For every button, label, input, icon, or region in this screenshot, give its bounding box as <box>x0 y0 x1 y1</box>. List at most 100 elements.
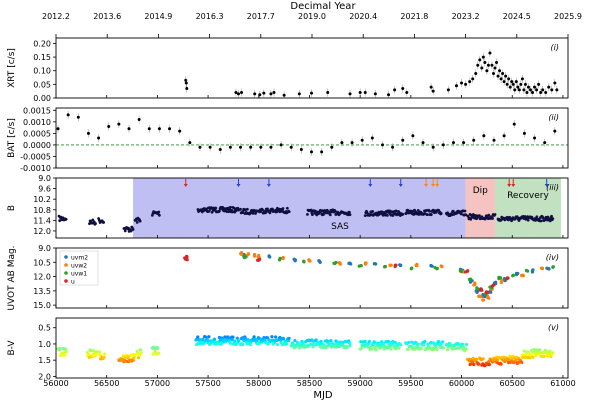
data-point <box>476 63 480 67</box>
data-point <box>97 136 101 140</box>
panel-frame <box>55 177 569 239</box>
data-point <box>348 92 352 96</box>
bv-point <box>526 350 531 354</box>
y-tick-label: 2.0 <box>38 372 51 381</box>
uvot-point-uvm2 <box>373 262 377 266</box>
bv-point <box>397 346 401 350</box>
legend-marker-u <box>64 279 68 283</box>
bv-point <box>282 337 286 341</box>
bv-point <box>394 347 398 351</box>
uvot-point-uvm2 <box>349 262 353 266</box>
uvot-point-uvw1 <box>525 269 529 273</box>
b-mag-point <box>551 217 555 221</box>
top-tick-label: 2016.3 <box>196 12 224 21</box>
marker-arrow-head <box>236 184 241 187</box>
bv-point <box>206 339 210 343</box>
data-point <box>502 134 506 138</box>
bv-point <box>252 335 256 339</box>
bottom-tick-label: 56000 <box>43 379 68 388</box>
bv-point <box>89 349 93 353</box>
bv-point <box>520 360 524 365</box>
bottom-tick-label: 58000 <box>246 379 271 388</box>
b-mag-point <box>464 213 467 217</box>
bv-point <box>156 351 160 355</box>
bv-point <box>423 339 427 344</box>
data-point <box>405 91 409 95</box>
data-point <box>495 61 499 65</box>
data-point <box>539 91 543 95</box>
bv-point <box>529 353 533 357</box>
panel-tag: (ii) <box>548 113 559 122</box>
data-point <box>370 136 374 140</box>
bv-point <box>435 347 439 352</box>
y-tick-label: 10.2 <box>33 195 51 204</box>
panel-frame <box>55 37 569 99</box>
bv-point <box>551 351 555 355</box>
top-axis-ticks: 2012.2 2013.6 2014.9 2016.3 2017.7 2019.0 2020… <box>42 12 582 38</box>
data-point <box>249 145 253 149</box>
b-mag-point <box>158 213 161 217</box>
bv-point <box>407 340 411 345</box>
b-mag-point <box>541 216 545 220</box>
panel-2: -0.0010 -0.0005 0.0000 0.0005 0.0010 0.0015 (i… <box>7 106 569 173</box>
data-point <box>533 85 537 89</box>
bv-point <box>217 342 221 346</box>
y-tick-label: -0.0005 <box>20 152 51 161</box>
panel-1: 0.00 0.05 0.10 0.15 0.20 (i) XRT [c/s] <box>7 37 569 103</box>
bv-point <box>434 345 438 349</box>
bv-point <box>311 345 315 349</box>
bv-point <box>345 345 349 349</box>
panel-plot-area <box>56 110 568 156</box>
top-tick-label: 2019.0 <box>298 12 326 21</box>
b-mag-point <box>64 217 68 221</box>
data-point <box>462 141 466 145</box>
b-mag-point <box>491 217 494 220</box>
data-point <box>272 91 276 95</box>
panel-plot-area <box>183 250 555 302</box>
data-point <box>358 91 362 95</box>
bottom-tick-label: 61000 <box>550 379 575 388</box>
bv-point <box>341 343 345 347</box>
bv-point <box>439 342 443 346</box>
bv-point <box>227 336 231 340</box>
bottom-axis-ticks: 56000 56500 57000 57500 58000 58500 59000 59500… <box>43 379 575 388</box>
data-point <box>178 129 182 133</box>
bv-point <box>270 335 274 339</box>
uvot-point-uvw2 <box>281 256 285 260</box>
data-point <box>496 74 500 78</box>
bv-point <box>441 340 445 344</box>
panel-frame <box>55 107 569 169</box>
data-point <box>446 88 450 92</box>
data-point <box>240 91 244 95</box>
bv-point <box>63 353 67 357</box>
uvot-point-uvw1 <box>242 254 247 258</box>
bv-point <box>367 339 371 344</box>
legend-marker-uvw1 <box>64 271 68 275</box>
data-point <box>543 141 547 145</box>
bv-point <box>416 342 420 346</box>
b-mag-point <box>287 210 291 214</box>
uvot-point-uvw1 <box>302 259 306 263</box>
data-point <box>279 143 283 147</box>
uvot-point-uvw1 <box>468 277 472 282</box>
data-point <box>309 150 313 154</box>
marker-arrow-head <box>398 184 403 187</box>
uvot-point-uvm2 <box>293 258 298 262</box>
b-mag-point <box>91 218 95 222</box>
marker-arrow-head <box>544 184 549 187</box>
y-tick-label: 0.20 <box>33 39 51 48</box>
bv-point <box>235 336 239 340</box>
uvot-point-u <box>185 258 189 262</box>
uvot-point-uvw2 <box>246 252 251 256</box>
marker-arrow-head <box>511 184 516 187</box>
data-point <box>472 138 476 142</box>
b-mag-point <box>394 209 398 213</box>
data-point <box>299 148 303 152</box>
bv-point <box>212 337 217 341</box>
data-point <box>520 77 524 81</box>
y-tick-label: 12.0 <box>33 273 51 282</box>
bv-point <box>348 343 352 348</box>
data-point <box>547 85 551 89</box>
data-point <box>531 91 535 95</box>
